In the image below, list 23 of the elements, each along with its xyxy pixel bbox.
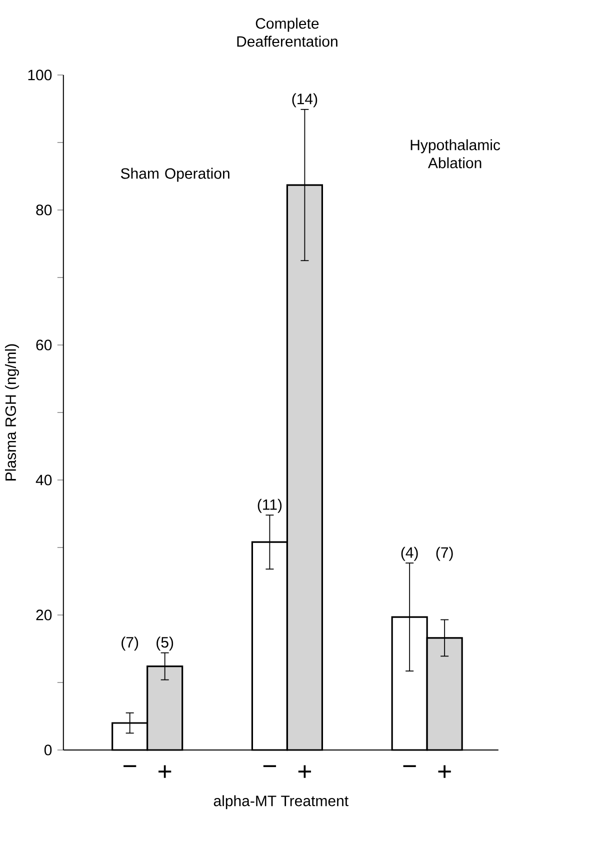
x-tick-label: Hypothalamic Ablation: [410, 139, 500, 168]
text: −: [403, 765, 416, 768]
y-tick-label: 100: [28, 70, 52, 80]
text: +: [298, 765, 311, 778]
annotation: (11): [258, 498, 282, 513]
y-tick-label: 60: [36, 340, 52, 350]
x-tick-label: Sham Operation: [120, 168, 230, 182]
text: +: [438, 765, 451, 778]
text: −: [263, 765, 276, 768]
y-tick-label: 40: [36, 474, 52, 486]
y-axis-title: Plasma RGH (ng/ml): [4, 344, 19, 480]
y-tick-label: 20: [36, 610, 52, 620]
series-label: +: [158, 765, 171, 778]
annotation: (7): [436, 546, 453, 561]
annotation: (7): [121, 636, 138, 651]
annotation: (5): [156, 636, 173, 651]
y-tick-label: 80: [36, 204, 52, 216]
x-axis-title: alpha-MT Treatment: [214, 795, 348, 810]
annotation: (14): [292, 93, 317, 108]
y-tick-label: 0: [44, 744, 52, 756]
series-label: −: [123, 765, 136, 768]
annotation: (4): [401, 546, 418, 561]
x-tick-label: Complete Deafferentation: [237, 18, 338, 47]
